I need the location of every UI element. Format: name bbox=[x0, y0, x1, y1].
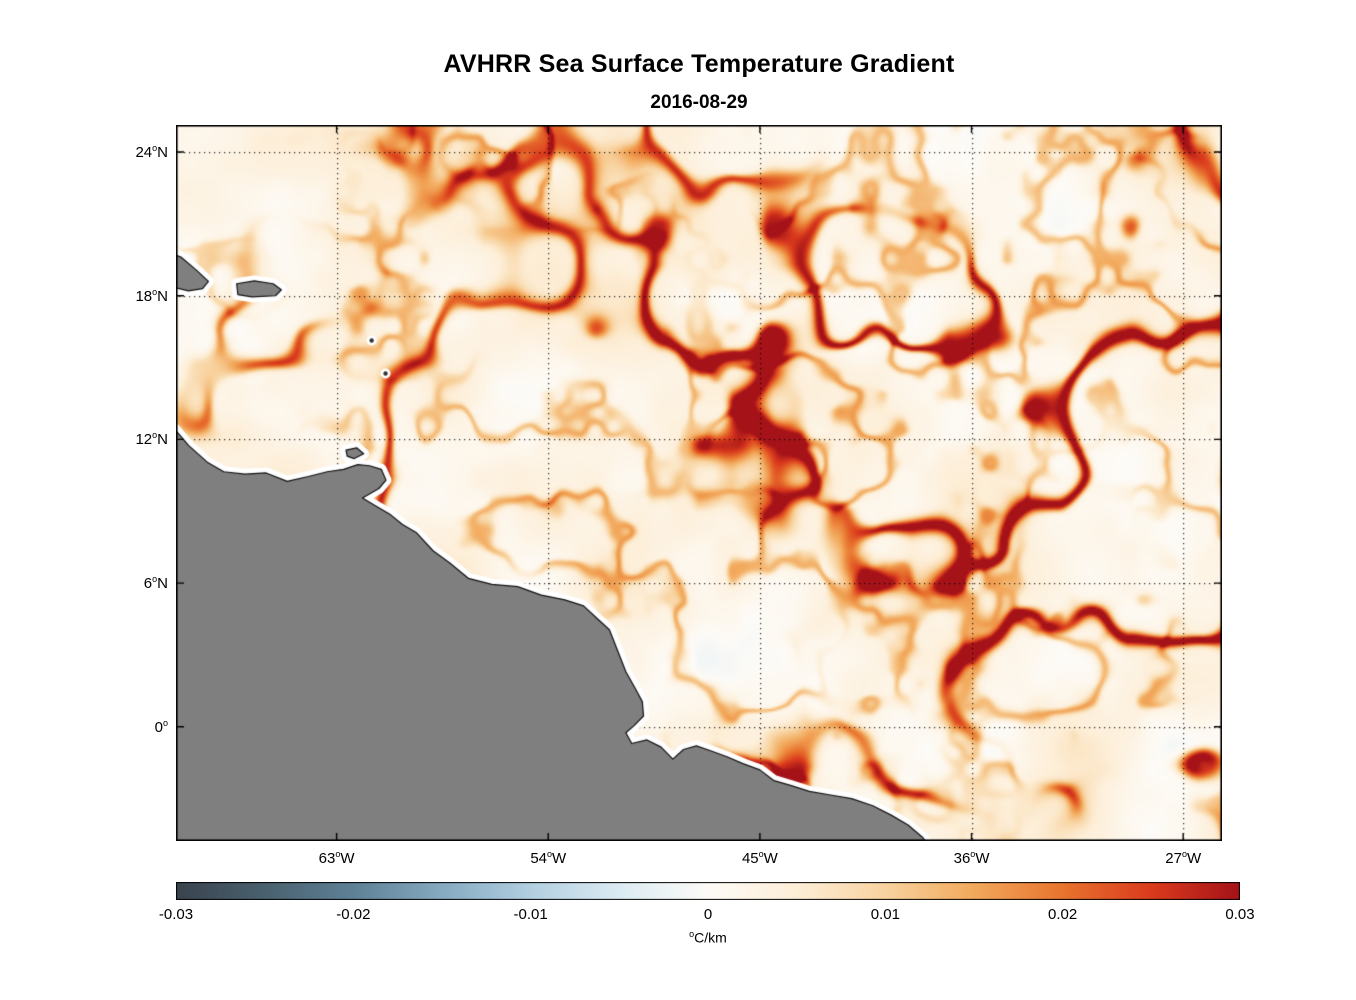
chart-title: AVHRR Sea Surface Temperature Gradient bbox=[443, 50, 955, 78]
colorbar-unit-label: oC/km bbox=[689, 929, 727, 946]
y-tick-label: 0o bbox=[154, 717, 168, 736]
colorbar-tick-label: 0.03 bbox=[1225, 906, 1255, 923]
chart-date-subtitle: 2016-08-29 bbox=[650, 92, 748, 113]
x-tick-label: 63oW bbox=[318, 849, 355, 867]
colorbar-tick-label: -0.03 bbox=[158, 906, 194, 923]
colorbar-tick-label: 0.01 bbox=[870, 906, 900, 923]
colorbar-tick-label: -0.02 bbox=[336, 906, 371, 923]
x-tick-label: 54oW bbox=[530, 849, 567, 867]
x-tick-label: 36oW bbox=[953, 849, 990, 867]
colorbar-tick-label: -0.01 bbox=[513, 906, 548, 923]
y-tick-label: 12oN bbox=[135, 430, 168, 449]
y-tick-label: 6oN bbox=[143, 574, 168, 593]
x-tick-label: 27oW bbox=[1165, 849, 1202, 867]
y-tick-label: 24oN bbox=[135, 143, 168, 162]
colorbar-canvas bbox=[176, 882, 1240, 900]
y-tick-label: 18oN bbox=[135, 286, 168, 305]
sst-gradient-map-canvas bbox=[176, 125, 1222, 841]
colorbar-tick-label: 0 bbox=[703, 906, 713, 923]
x-tick-label: 45oW bbox=[741, 849, 778, 867]
colorbar-tick-label: 0.02 bbox=[1048, 906, 1078, 923]
